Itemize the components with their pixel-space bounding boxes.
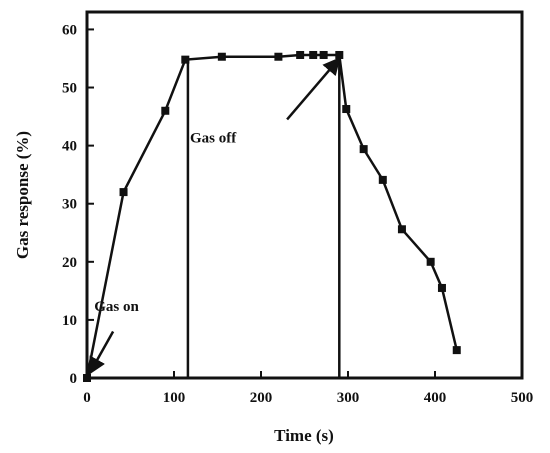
data-point	[181, 55, 190, 64]
x-tick-label: 300	[337, 390, 360, 406]
annotation-arrow	[286, 57, 341, 121]
plot-frame	[85, 10, 524, 380]
y-tick-label: 40	[62, 139, 77, 155]
x-tick-label: 400	[424, 390, 447, 406]
data-point	[296, 50, 305, 59]
y-tick-label: 10	[62, 313, 77, 329]
x-tick-label: 0	[83, 390, 91, 406]
y-tick-label: 50	[62, 81, 77, 97]
data-point	[397, 225, 406, 234]
annotation-arrow	[88, 330, 115, 375]
x-tick-label: 500	[511, 390, 534, 406]
y-tick-label: 30	[62, 197, 77, 213]
axis-ticks: 0 100 200 300 400 500 0 10 20 30 40 50 60	[62, 22, 533, 406]
data-point	[359, 145, 368, 154]
x-axis-title: Time (s)	[274, 426, 334, 445]
x-tick-label: 200	[250, 390, 273, 406]
annotation-label: Gas on	[94, 299, 139, 315]
y-tick-label: 60	[62, 22, 77, 38]
y-tick-label: 20	[62, 255, 77, 271]
annotations: Gas on Gas off	[88, 57, 341, 375]
data-point	[161, 106, 170, 115]
data-point	[378, 175, 387, 184]
data-point	[119, 188, 128, 197]
data-point	[319, 50, 328, 59]
y-axis-title: Gas response (%)	[13, 131, 32, 259]
x-tick-label: 100	[163, 390, 186, 406]
data-point	[452, 346, 461, 355]
data-point	[426, 257, 435, 266]
data-point	[335, 50, 344, 59]
data-point	[83, 374, 91, 382]
data-point	[437, 283, 446, 292]
series-line	[85, 53, 458, 379]
vertical-lines	[186, 59, 341, 378]
data-series	[83, 50, 461, 382]
data-point	[274, 52, 283, 61]
data-point	[309, 50, 318, 59]
y-tick-label: 0	[70, 371, 78, 387]
annotation-label: Gas off	[190, 131, 237, 147]
data-point	[342, 105, 351, 114]
data-point	[217, 52, 226, 61]
